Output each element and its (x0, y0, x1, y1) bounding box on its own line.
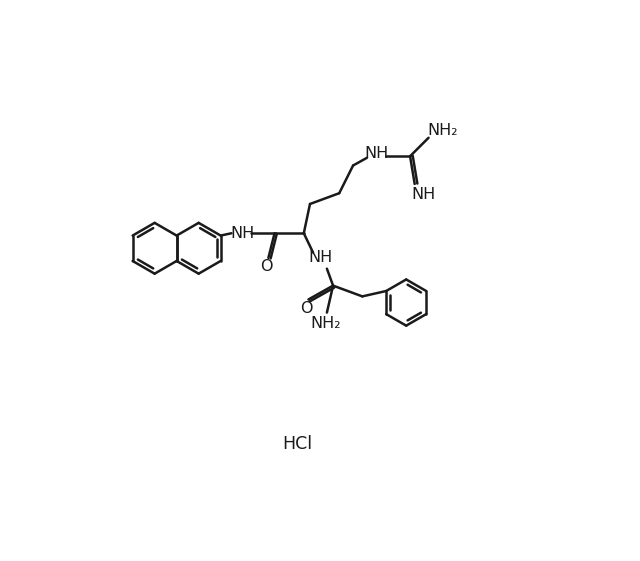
Text: NH₂: NH₂ (310, 316, 340, 331)
Text: NH: NH (308, 250, 333, 265)
Text: O: O (300, 301, 312, 316)
Text: NH: NH (230, 226, 254, 241)
Text: O: O (260, 259, 273, 274)
Text: NH: NH (365, 146, 389, 162)
Text: HCl: HCl (282, 435, 312, 453)
Text: NH₂: NH₂ (427, 122, 458, 137)
Text: NH: NH (412, 187, 436, 203)
